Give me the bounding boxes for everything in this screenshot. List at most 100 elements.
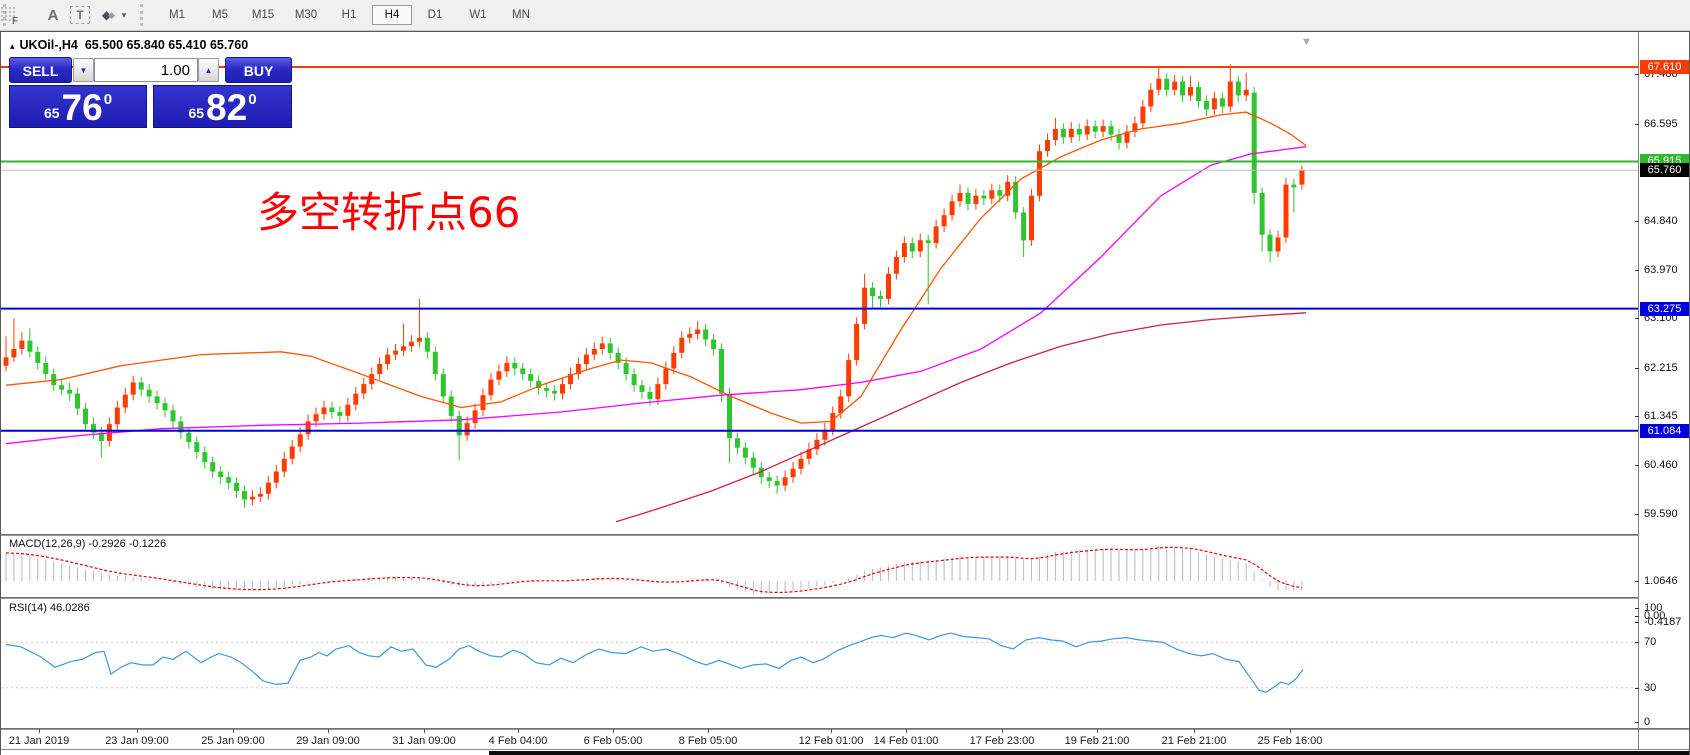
ma-mid-line bbox=[5, 146, 1307, 445]
rsi-line bbox=[5, 632, 1304, 694]
rsi-axis-100: 100 bbox=[1644, 602, 1663, 614]
date-label: 31 Jan 09:00 bbox=[392, 735, 456, 747]
macd-indicator-label: MACD(12,26,9) -0.2926 -0.1226 bbox=[9, 538, 167, 550]
price-tick-67.480-tick bbox=[1635, 74, 1639, 75]
date-label: 8 Feb 05:00 bbox=[678, 735, 738, 747]
price-tick-62.215: 62.215 bbox=[1644, 362, 1678, 374]
text-cursor-icon[interactable]: A bbox=[47, 6, 59, 24]
date-label: 25 Feb 16:00 bbox=[1257, 735, 1323, 747]
window-bottom-border bbox=[1, 749, 1689, 750]
one-click-trading-panel: SELL ▼ ▲ BUY 65 76 0 65 82 0 bbox=[9, 57, 292, 128]
shape-diamond-dark: ◆ bbox=[101, 8, 111, 22]
macd-axis-1.0646: 1.0646 bbox=[1644, 575, 1678, 587]
price-tick-59.590-tick bbox=[1635, 514, 1639, 515]
rsi-axis-30: 30 bbox=[1644, 682, 1657, 694]
taskbar-strip bbox=[489, 751, 1689, 755]
timeframe-button-m1[interactable]: M1 bbox=[169, 9, 185, 21]
text-label-icon[interactable]: T bbox=[70, 6, 90, 24]
macd-axis--0.4187-tick bbox=[1635, 622, 1639, 623]
collapse-panel-icon[interactable]: ▴ bbox=[10, 41, 15, 51]
buy-button[interactable]: BUY bbox=[225, 57, 292, 83]
date-tick bbox=[518, 729, 519, 733]
rsi-dateaxis-divider bbox=[1, 728, 1689, 730]
date-tick bbox=[1097, 729, 1098, 733]
timeframe-button-w1[interactable]: W1 bbox=[469, 9, 487, 21]
indicator-levels-icon[interactable]: F bbox=[1, 3, 40, 27]
volume-decrease-button[interactable]: ▼ bbox=[73, 58, 94, 82]
timeframe-button-h4[interactable]: H4 bbox=[372, 5, 412, 25]
date-label: 21 Jan 2019 bbox=[8, 735, 70, 747]
macd-axis-1.0646-tick bbox=[1635, 581, 1639, 582]
date-tick bbox=[328, 729, 329, 733]
timeframe-button-d1[interactable]: D1 bbox=[427, 9, 443, 21]
date-tick bbox=[233, 729, 234, 733]
symbol-period-label: UKOil-,H4 bbox=[19, 38, 78, 52]
chart-window: ▴ UKOil-,H4 65.500 65.840 65.410 65.760 ▼… bbox=[0, 31, 1690, 755]
shape-diamond-light: ◆ bbox=[108, 9, 115, 20]
ma-slow-line bbox=[615, 312, 1307, 523]
price-line-label-67.610: 67.610 bbox=[1640, 60, 1689, 74]
timeframe-button-h1[interactable]: H1 bbox=[341, 9, 357, 21]
ma-fast-line bbox=[5, 111, 1307, 424]
price-line-label-65.760: 65.760 bbox=[1640, 163, 1689, 177]
date-tick bbox=[906, 729, 907, 733]
buy-price-sup: 0 bbox=[248, 91, 257, 108]
macd-signal-line bbox=[5, 546, 1302, 594]
date-tick bbox=[1002, 729, 1003, 733]
price-tick-64.840: 64.840 bbox=[1644, 215, 1678, 227]
shapes-dropdown-caret-icon[interactable]: ▾ bbox=[121, 9, 127, 20]
price-tick-63.100-tick bbox=[1635, 318, 1639, 319]
macd-panel[interactable] bbox=[1, 536, 1638, 597]
price-macd-divider[interactable] bbox=[1, 534, 1638, 536]
date-label: 6 Feb 05:00 bbox=[583, 735, 643, 747]
date-label: 23 Jan 09:00 bbox=[105, 735, 169, 747]
price-tick-61.345: 61.345 bbox=[1644, 410, 1678, 422]
price-tick-60.460-tick bbox=[1635, 465, 1639, 466]
sell-price-sup: 0 bbox=[103, 91, 113, 108]
macd-axis-0.00: 0.00 bbox=[1644, 610, 1666, 622]
date-label: 4 Feb 04:00 bbox=[488, 735, 548, 747]
sell-price-big: 76 bbox=[61, 87, 103, 128]
chart-shift-marker-icon[interactable]: ▼ bbox=[1301, 36, 1312, 48]
date-label: 29 Jan 09:00 bbox=[296, 735, 360, 747]
timeframe-button-group: M1 M5 M15 M30 H1 H4 D1 W1 MN bbox=[157, 5, 544, 25]
price-tick-61.345-tick bbox=[1635, 416, 1639, 417]
date-tick bbox=[39, 729, 40, 733]
rsi-panel[interactable] bbox=[1, 599, 1638, 728]
timeframe-button-mn[interactable]: MN bbox=[512, 9, 530, 21]
timeframe-toolbar-drag-handle[interactable] bbox=[140, 4, 148, 26]
price-tick-59.590: 59.590 bbox=[1644, 508, 1678, 520]
date-tick bbox=[831, 729, 832, 733]
sell-price-box[interactable]: 65 76 0 bbox=[9, 85, 147, 128]
price-tick-66.595: 66.595 bbox=[1644, 118, 1678, 130]
rsi-axis-100-tick bbox=[1635, 608, 1639, 609]
rsi-axis-70-tick bbox=[1635, 642, 1639, 643]
date-tick bbox=[1194, 729, 1195, 733]
buy-price-big: 82 bbox=[206, 87, 248, 128]
buy-price-box[interactable]: 65 82 0 bbox=[153, 85, 292, 128]
price-tick-66.595-tick bbox=[1635, 124, 1639, 125]
ohlc-values: 65.500 65.840 65.410 65.760 bbox=[84, 38, 249, 52]
price-tick-63.970-tick bbox=[1635, 270, 1639, 271]
price-tick-62.215-tick bbox=[1635, 368, 1639, 369]
price-chart[interactable] bbox=[1, 34, 1690, 536]
date-label: 17 Feb 23:00 bbox=[969, 735, 1035, 747]
shapes-icon[interactable]: ◆ ◆ bbox=[94, 3, 120, 27]
date-tick bbox=[708, 729, 709, 733]
date-label: 19 Feb 21:00 bbox=[1064, 735, 1130, 747]
macd-rsi-divider[interactable] bbox=[1, 597, 1638, 599]
chart-text-annotation: 多空转折点66 bbox=[257, 188, 521, 237]
timeframe-button-m15[interactable]: M15 bbox=[251, 9, 275, 21]
price-tick-60.460: 60.460 bbox=[1644, 459, 1678, 471]
toolbar-drag-handle[interactable] bbox=[3, 4, 11, 26]
timeframe-button-m5[interactable]: M5 bbox=[212, 9, 228, 21]
sell-button[interactable]: SELL bbox=[9, 57, 72, 83]
price-tick-63.970: 63.970 bbox=[1644, 264, 1678, 276]
volume-increase-button[interactable]: ▲ bbox=[198, 58, 219, 82]
date-label: 14 Feb 01:00 bbox=[873, 735, 939, 747]
rsi-axis-0: 0 bbox=[1644, 716, 1651, 728]
rsi-axis-30-tick bbox=[1635, 688, 1639, 689]
timeframe-button-m30[interactable]: M30 bbox=[294, 9, 318, 21]
volume-input[interactable] bbox=[94, 58, 198, 82]
